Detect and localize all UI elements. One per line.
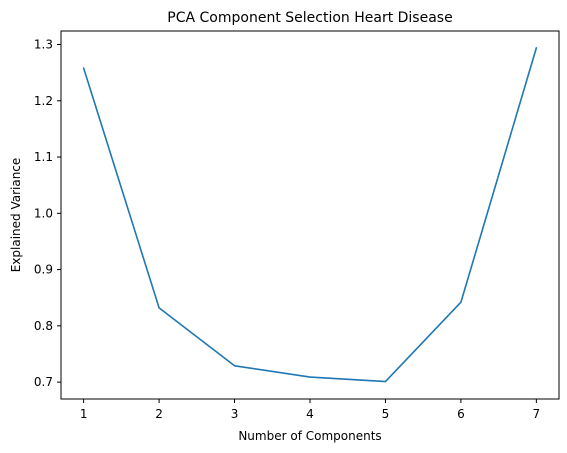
y-tick-label: 0.7 — [34, 375, 53, 389]
x-tick-label: 1 — [80, 407, 88, 421]
x-axis-title: Number of Components — [238, 429, 381, 443]
y-axis-title: Explained Variance — [9, 158, 23, 273]
y-tick-label: 1.1 — [34, 150, 53, 164]
y-tick-label: 0.8 — [34, 319, 53, 333]
y-tick-label: 0.9 — [34, 263, 53, 277]
y-tick-label: 1.3 — [34, 38, 53, 52]
x-tick-label: 6 — [457, 407, 465, 421]
y-tick-label: 1.0 — [34, 206, 53, 220]
y-axis: 0.7 0.8 0.9 1.0 1.1 1.2 1.3 — [34, 38, 61, 389]
x-tick-label: 2 — [155, 407, 163, 421]
y-tick-label: 1.2 — [34, 94, 53, 108]
x-tick-label: 7 — [533, 407, 541, 421]
x-tick-label: 5 — [382, 407, 390, 421]
series-line — [82, 47, 538, 383]
axes-frame — [60, 30, 560, 400]
x-tick-label: 3 — [231, 407, 239, 421]
plot-series — [82, 47, 538, 383]
x-axis: 1 2 3 4 5 6 7 — [80, 399, 540, 421]
x-tick-label: 4 — [306, 407, 314, 421]
chart-title: PCA Component Selection Heart Disease — [167, 10, 452, 26]
